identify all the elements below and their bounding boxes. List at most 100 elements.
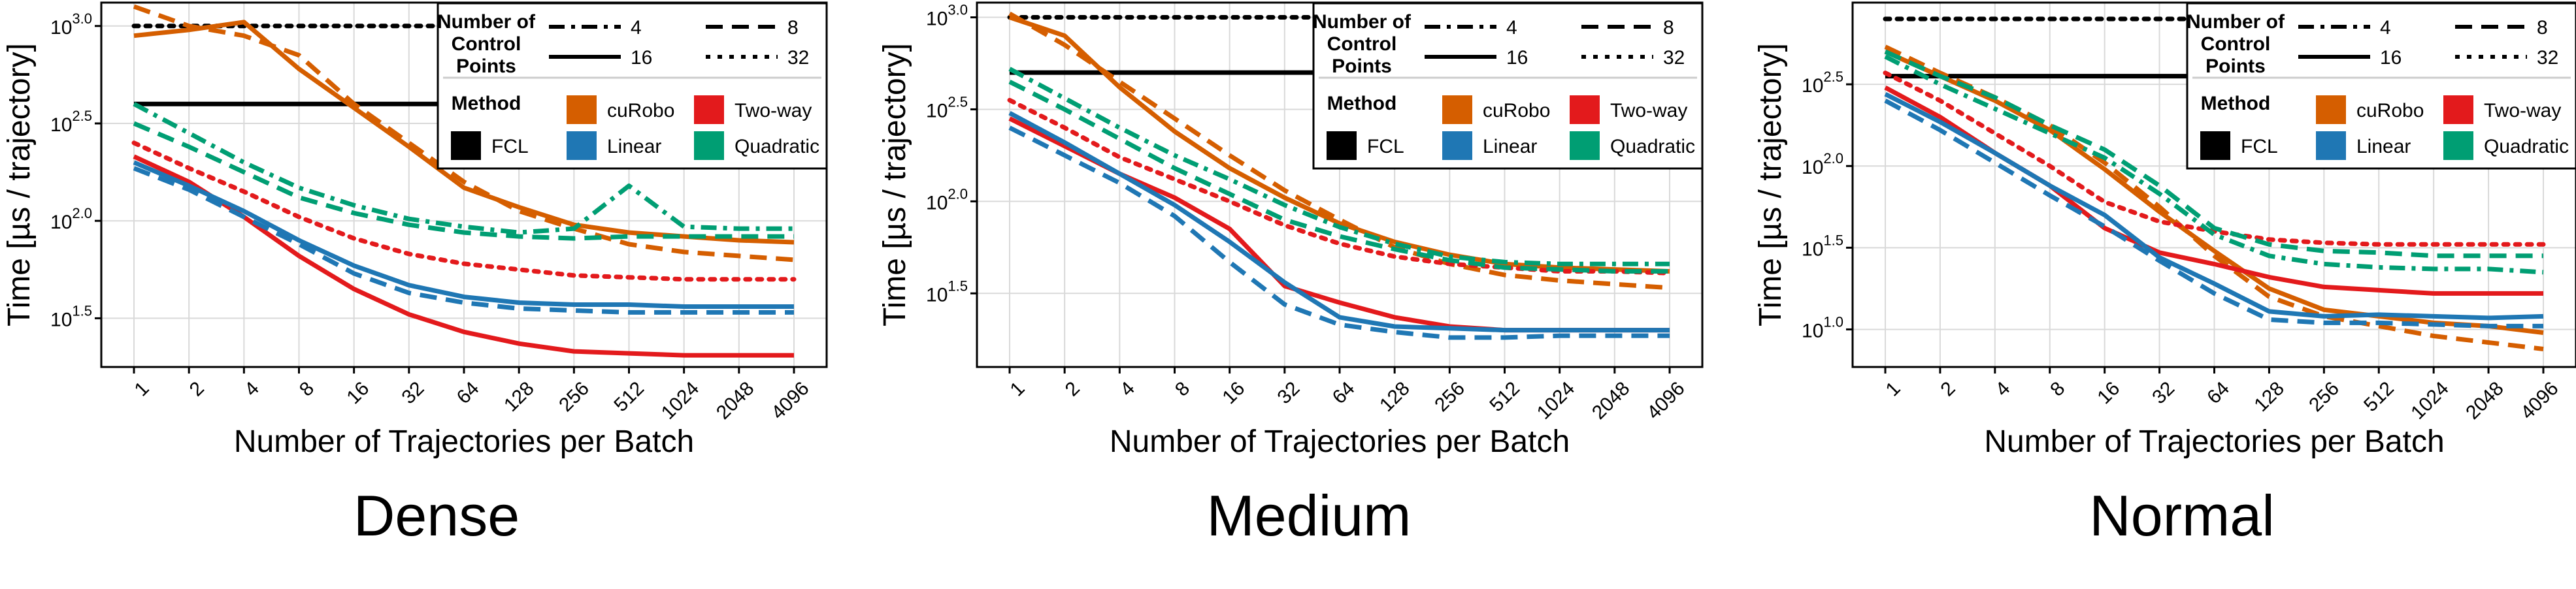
series-two-way-32 bbox=[131, 140, 797, 282]
x-tick-label: 1024 bbox=[657, 377, 704, 424]
x-tick-label: 1024 bbox=[2407, 377, 2453, 424]
series-lines bbox=[1007, 11, 1672, 340]
y-tick-label: 102.5 bbox=[50, 108, 92, 136]
y-tick-label: 102.0 bbox=[926, 185, 968, 214]
legend-label-two-way: Two-way bbox=[735, 100, 812, 121]
x-axis-ticks: 1 2 4 8 16 32 64 128 256 512 1024 2048 4096 bbox=[1006, 367, 1689, 424]
legend-swatch-curobo bbox=[567, 95, 597, 124]
legend-label-16: 16 bbox=[1506, 47, 1528, 69]
y-tick-exponent: 1.5 bbox=[1823, 232, 1843, 248]
y-axis-label: Time [µs / trajectory] bbox=[1753, 43, 1788, 326]
legend-title-method: Method bbox=[1327, 93, 1397, 114]
x-tick-label: 4096 bbox=[767, 377, 814, 424]
y-tick-base: 10 bbox=[50, 17, 72, 39]
legend-swatch-quadratic bbox=[1570, 131, 1600, 160]
legend-box bbox=[1312, 2, 1704, 170]
x-axis-label: Number of Trajectories per Batch bbox=[234, 424, 694, 459]
legend-label-8: 8 bbox=[787, 17, 799, 39]
y-tick-label: 101.0 bbox=[1802, 313, 1843, 342]
x-tick-label: 32 bbox=[1274, 377, 1304, 408]
x-tick-label: 32 bbox=[398, 377, 429, 408]
legend-swatch-curobo bbox=[1442, 95, 1472, 124]
legend-label-linear: Linear bbox=[1483, 136, 1537, 157]
legend-title-method: Method bbox=[452, 93, 521, 114]
legend-swatch-fcl bbox=[451, 131, 481, 160]
legend-label-curobo: cuRobo bbox=[1483, 100, 1550, 121]
legend-swatch-two-way bbox=[694, 95, 724, 124]
legend-label-two-way: Two-way bbox=[1610, 100, 1687, 121]
legend-label-fcl: FCL bbox=[491, 136, 529, 157]
x-tick-label: 128 bbox=[2250, 377, 2288, 416]
y-tick-exponent: 2.0 bbox=[948, 185, 968, 202]
legend-swatch-fcl bbox=[1327, 131, 1357, 160]
y-tick-label: 103.0 bbox=[50, 10, 92, 39]
y-tick-label: 101.5 bbox=[50, 302, 92, 330]
x-tick-label: 8 bbox=[2046, 377, 2069, 400]
y-tick-base: 10 bbox=[1802, 320, 1823, 342]
y-tick-base: 10 bbox=[926, 284, 948, 306]
x-tick-label: 2048 bbox=[2462, 377, 2508, 424]
legend-label-32: 32 bbox=[2537, 47, 2558, 69]
series-linear-8 bbox=[1008, 125, 1670, 340]
y-tick-label: 102.5 bbox=[1802, 69, 1843, 97]
legend-label-quadratic: Quadratic bbox=[735, 136, 819, 157]
x-axis-label: Number of Trajectories per Batch bbox=[1110, 424, 1570, 459]
series-quadratic-8 bbox=[1884, 49, 2543, 259]
legend-title-control-points: Points bbox=[2205, 56, 2266, 77]
series-linear-8 bbox=[1884, 99, 2543, 328]
x-tick-label: 1 bbox=[1006, 377, 1029, 400]
y-tick-exponent: 2.0 bbox=[72, 205, 92, 221]
legend-title-control-points: Points bbox=[1332, 56, 1392, 77]
legend-label-4: 4 bbox=[1506, 17, 1517, 39]
y-tick-exponent: 1.0 bbox=[1823, 313, 1843, 330]
legend-title-control-points: Control bbox=[452, 33, 521, 55]
legend-swatch-two-way bbox=[2443, 95, 2473, 124]
y-tick-label: 101.5 bbox=[1802, 232, 1843, 260]
y-tick-base: 10 bbox=[50, 309, 72, 330]
legend-label-32: 32 bbox=[1663, 47, 1685, 69]
y-tick-base: 10 bbox=[926, 100, 948, 121]
legend-title-control-points: Control bbox=[2201, 33, 2271, 55]
series-quadratic-4 bbox=[1008, 67, 1670, 266]
legend-swatch-linear bbox=[2316, 131, 2346, 160]
x-tick-label: 512 bbox=[2360, 377, 2398, 416]
x-tick-label: 1024 bbox=[1533, 377, 1579, 424]
y-tick-exponent: 2.5 bbox=[948, 93, 968, 110]
legend-title-method: Method bbox=[2201, 93, 2271, 114]
panel-caption: Normal bbox=[2089, 483, 2275, 548]
legend-box bbox=[2186, 2, 2576, 170]
series-quadratic-8 bbox=[133, 121, 794, 241]
legend-label-two-way: Two-way bbox=[2484, 100, 2561, 121]
y-tick-base: 10 bbox=[50, 114, 72, 136]
legend-box bbox=[437, 2, 828, 170]
x-tick-label: 1 bbox=[1882, 377, 1905, 400]
x-tick-label: 256 bbox=[2305, 377, 2343, 416]
legend-swatch-quadratic bbox=[2443, 131, 2473, 160]
panel-caption: Dense bbox=[354, 483, 520, 548]
series-linear-16 bbox=[133, 160, 794, 309]
x-axis-ticks: 1 2 4 8 16 32 64 128 256 512 1024 2048 4096 bbox=[131, 367, 814, 424]
legend-label-linear: Linear bbox=[607, 136, 661, 157]
y-tick-exponent: 3.0 bbox=[948, 2, 968, 18]
legend-title-control-points: Control bbox=[1327, 33, 1397, 55]
y-tick-label: 102.5 bbox=[926, 93, 968, 121]
x-tick-label: 2048 bbox=[712, 377, 759, 424]
legend-label-8: 8 bbox=[1663, 17, 1674, 39]
series-quadratic-8 bbox=[1008, 80, 1670, 274]
x-tick-label: 512 bbox=[1485, 377, 1524, 416]
legend-label-4: 4 bbox=[631, 17, 642, 39]
y-tick-exponent: 3.0 bbox=[72, 10, 92, 27]
x-tick-label: 2 bbox=[1061, 377, 1084, 400]
legend-label-16: 16 bbox=[631, 47, 652, 69]
y-tick-base: 10 bbox=[1802, 75, 1823, 97]
x-tick-label: 16 bbox=[2093, 377, 2124, 408]
x-tick-label: 4096 bbox=[1643, 377, 1689, 424]
y-tick-base: 10 bbox=[926, 8, 948, 30]
legend-title-control-points: Points bbox=[456, 56, 516, 77]
x-tick-label: 2048 bbox=[1588, 377, 1634, 424]
legend-swatch-linear bbox=[1442, 131, 1472, 160]
